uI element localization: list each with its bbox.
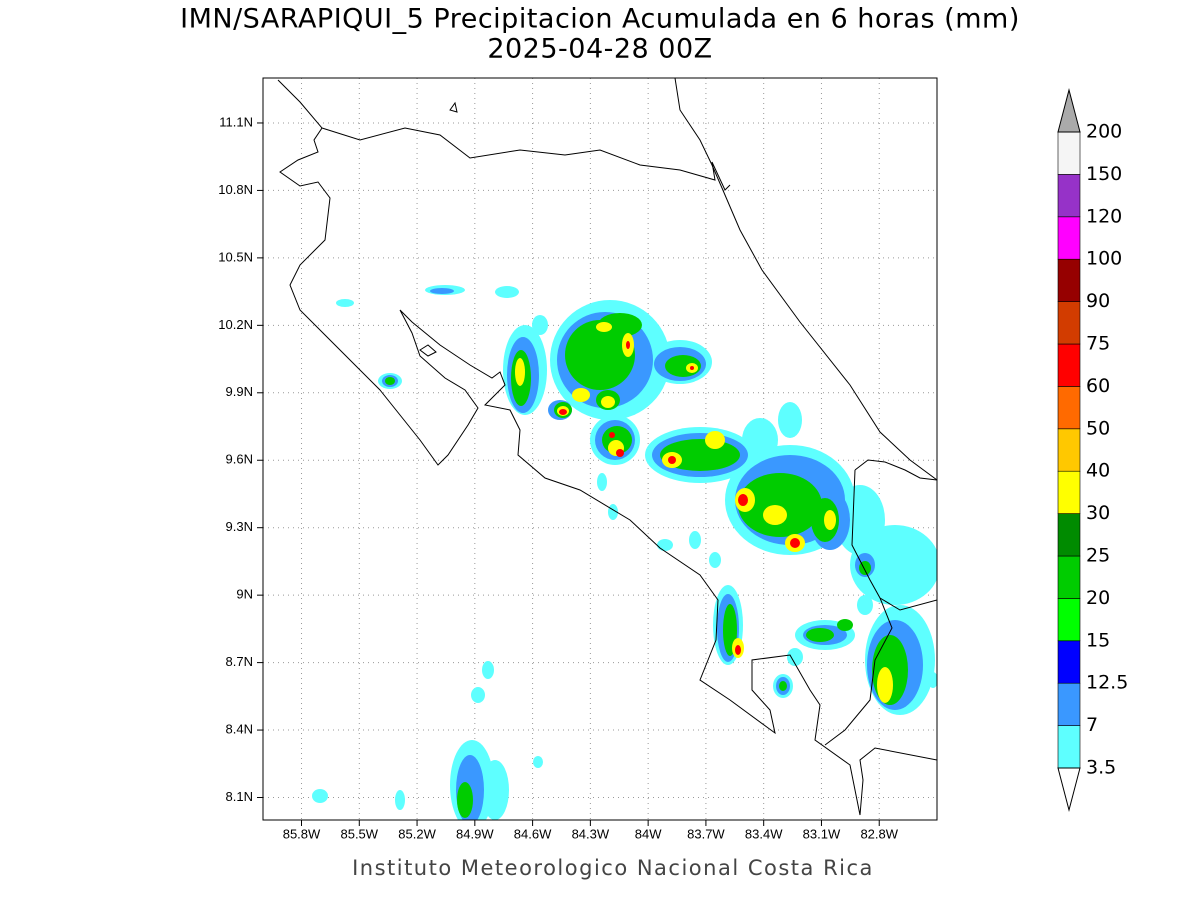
subtitle: 2025-04-28 00Z [487, 34, 712, 65]
y-tick-label: 10.2N [218, 317, 253, 332]
colorbar-label: 30 [1086, 502, 1110, 524]
colorbar-label: 25 [1086, 545, 1110, 567]
colorbar-label: 60 [1086, 375, 1110, 397]
y-tick-label: 10.8N [218, 182, 253, 197]
x-tick-label: 84.3W [572, 826, 610, 841]
colorbar-label: 200 [1086, 121, 1122, 143]
colorbar-band [1057, 555, 1081, 599]
colorbar-label: 100 [1086, 248, 1122, 270]
colorbar-band [1057, 428, 1081, 472]
y-tick-label: 9.9N [226, 384, 253, 399]
colorbar-band [1057, 598, 1081, 642]
plot-frame [262, 77, 938, 821]
y-tick-label: 9.3N [226, 519, 253, 534]
y-tick-label: 9N [236, 587, 253, 602]
x-tick-label: 85.8W [283, 826, 321, 841]
colorbar-band [1057, 470, 1081, 514]
x-tick-label: 83.1W [803, 826, 841, 841]
panama-border [824, 459, 937, 746]
x-tick-label: 83.4W [745, 826, 783, 841]
colorbar-band [1057, 258, 1081, 302]
colorbar-label: 50 [1086, 417, 1110, 439]
colorbar-label: 3.5 [1086, 757, 1116, 779]
colorbar-band [1057, 513, 1081, 557]
x-tick-label: 83.7W [687, 826, 725, 841]
y-tick-label: 10.5N [218, 249, 253, 264]
coastlines [277, 78, 937, 816]
rain-60 [559, 341, 800, 655]
colorbar-band [1057, 343, 1081, 387]
coastline [277, 79, 937, 816]
colorbar-band [1057, 301, 1081, 345]
colorbar-over [1057, 88, 1081, 133]
precipitation [312, 285, 937, 820]
caribbean-coast [674, 78, 937, 481]
y-tick-label: 8.7N [226, 654, 253, 669]
island [419, 101, 458, 357]
nicaragua-border [321, 127, 731, 191]
colorbar-band [1057, 174, 1081, 218]
x-tick-label: 84.6W [514, 826, 552, 841]
colorbar-label: 7 [1086, 714, 1098, 736]
colorbar-band [1057, 682, 1081, 726]
x-tick-label: 85.2W [398, 826, 436, 841]
colorbar-label: 12.5 [1086, 672, 1128, 694]
colorbar-label: 15 [1086, 629, 1110, 651]
colorbar-band [1057, 386, 1081, 430]
colorbar-under [1057, 767, 1081, 812]
colorbar: 3.5 7 12.5 15 20 25 30 40 50 60 75 90 100 120 150 200 [1057, 88, 1128, 812]
y-tick-label: 9.6N [226, 452, 253, 467]
x-tick-label: 82.8W [860, 826, 898, 841]
colorbar-label: 40 [1086, 460, 1110, 482]
x-tick-label: 85.5W [340, 826, 378, 841]
colorbar-band [1057, 640, 1081, 684]
y-tick-label: 8.4N [226, 721, 253, 736]
colorbar-band [1057, 216, 1081, 260]
colorbar-label: 20 [1086, 587, 1110, 609]
colorbar-label: 90 [1086, 290, 1110, 312]
colorbar-band [1057, 131, 1081, 175]
colorbar-label: 120 [1086, 205, 1122, 227]
colorbar-label: 75 [1086, 333, 1110, 355]
footer: Instituto Meteorologico Nacional Costa R… [352, 856, 874, 880]
x-tick-label: 84W [635, 826, 662, 841]
colorbar-label: 150 [1086, 163, 1122, 185]
colorbar-band [1057, 725, 1081, 769]
rain-30 [515, 322, 893, 703]
x-tick-label: 84.9W [456, 826, 494, 841]
axes: 85.8W 85.5W 85.2W 84.9W 84.6W 84.3W 84W 83.7W 83… [218, 114, 898, 841]
title: IMN/SARAPIQUI_5 Precipitacion Acumulada … [180, 4, 1020, 35]
y-tick-label: 11.1N [219, 114, 253, 129]
y-tick-label: 8.1N [226, 789, 253, 804]
